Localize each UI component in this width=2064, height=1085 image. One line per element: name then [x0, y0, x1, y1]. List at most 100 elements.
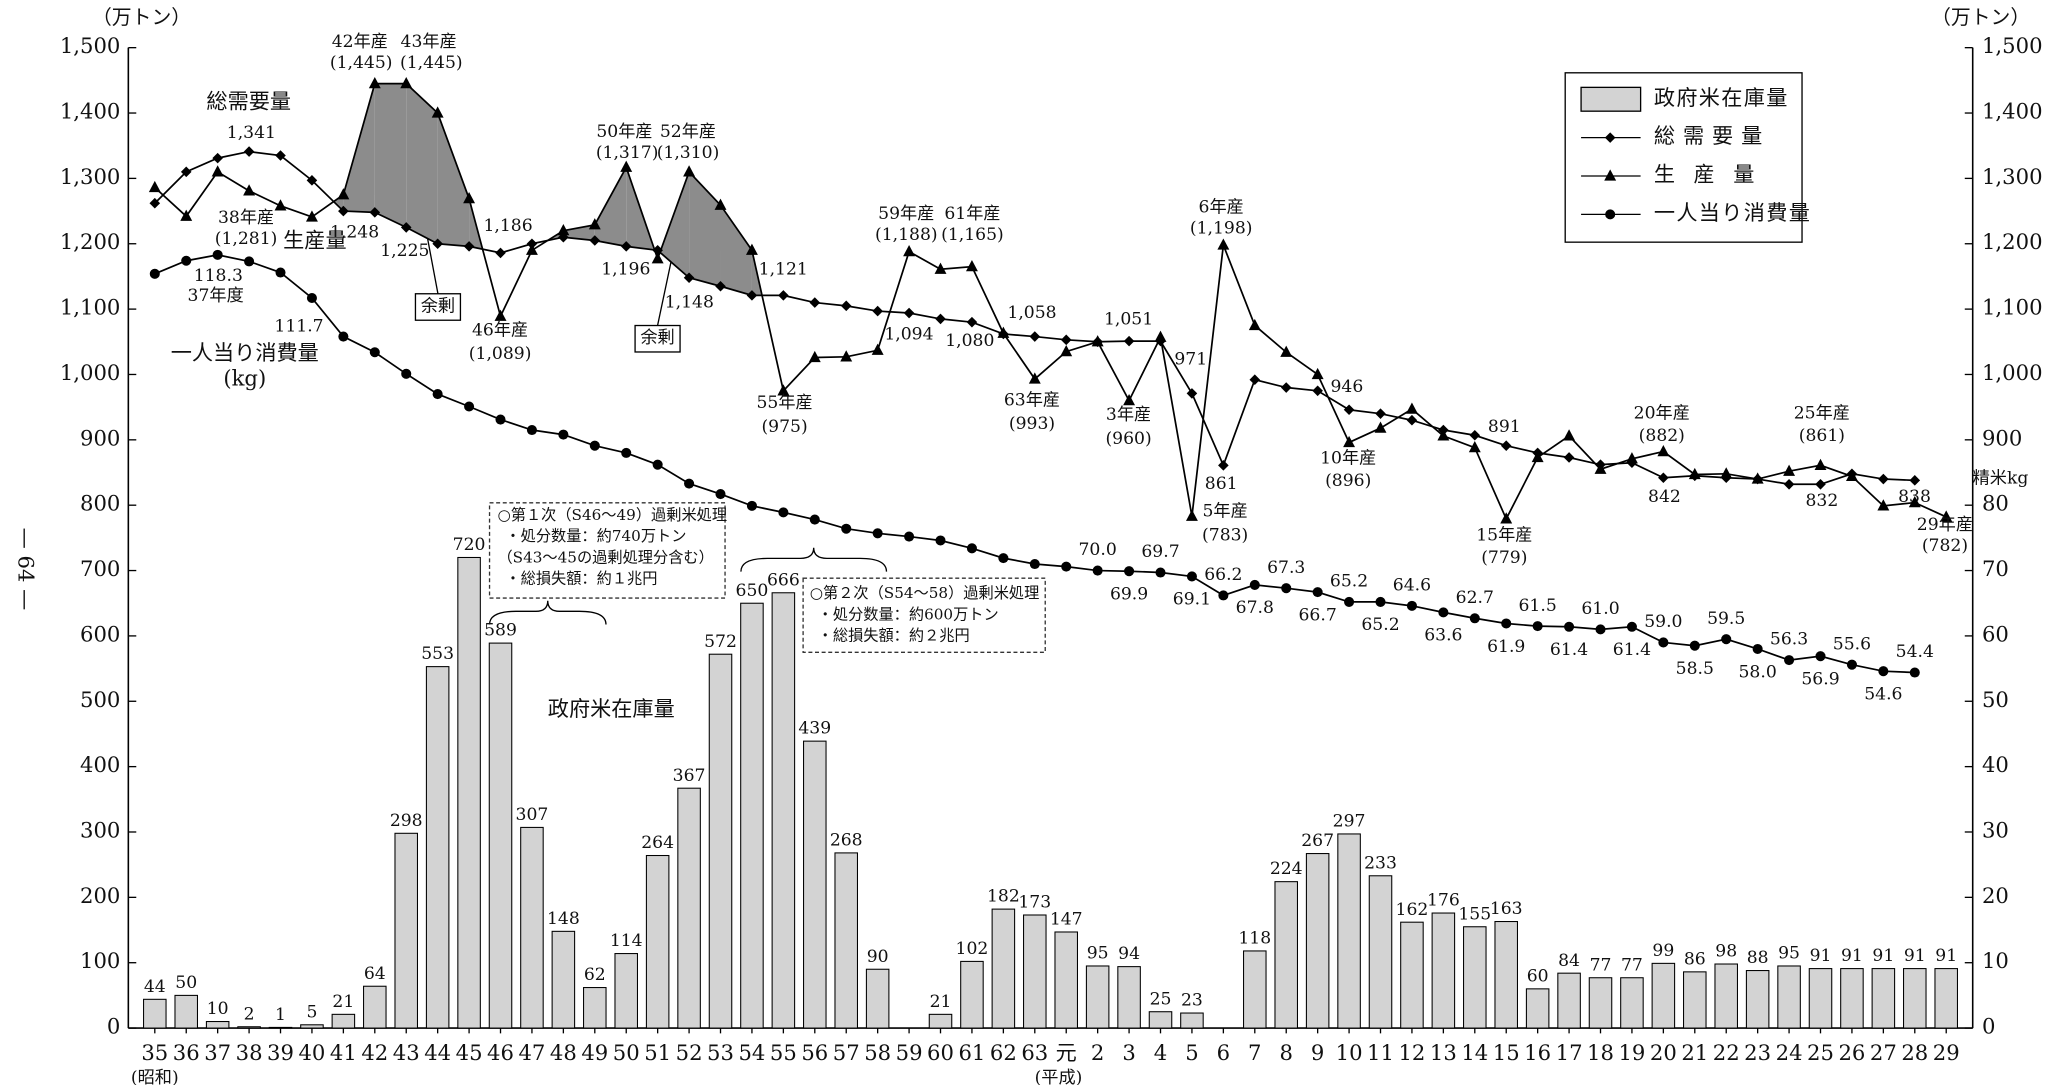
annotation: 55年産	[756, 393, 812, 413]
data-label: 1,196	[601, 259, 650, 279]
label-box	[414, 293, 462, 321]
x-tick-label: 21	[1681, 1040, 1708, 1065]
data-label: (882)	[1639, 426, 1685, 446]
data-label: 891	[1488, 417, 1521, 437]
data-label: 56.9	[1801, 669, 1839, 689]
y-tick-label: 700	[80, 556, 120, 581]
data-label: (1,281)	[215, 229, 278, 249]
marker	[1186, 388, 1198, 399]
marker	[243, 146, 255, 157]
annotation: (昭和)	[131, 1068, 179, 1085]
marker	[1185, 509, 1198, 521]
bar-value-label: 666	[767, 570, 800, 590]
bar-value-label: 99	[1652, 941, 1674, 961]
x-tick-label: 24	[1776, 1040, 1803, 1065]
bar-value-label: 23	[1181, 991, 1203, 1011]
marker	[1249, 374, 1261, 385]
bar-value-label: 118	[1238, 929, 1271, 949]
marker	[1783, 478, 1795, 490]
x-tick-label: 14	[1461, 1040, 1488, 1065]
marker	[872, 528, 883, 539]
x-tick-label: 22	[1713, 1040, 1740, 1065]
data-label: (1,089)	[469, 344, 532, 364]
x-tick-label: 56	[801, 1040, 828, 1065]
marker	[495, 247, 506, 259]
marker	[1878, 473, 1889, 485]
bar-value-label: 2	[244, 1004, 255, 1024]
x-tick-label: 12	[1398, 1040, 1425, 1065]
marker	[1877, 499, 1890, 511]
annotation: 52年産	[660, 122, 716, 142]
bar	[1274, 881, 1298, 1029]
annotation: 43年産	[401, 32, 457, 52]
bar	[928, 1013, 953, 1029]
x-tick-label: 52	[676, 1040, 703, 1065]
marker	[1060, 344, 1073, 357]
data-label: 1,341	[227, 123, 276, 143]
marker	[620, 160, 633, 172]
bracket	[488, 600, 607, 625]
marker	[149, 268, 160, 279]
marker	[809, 297, 821, 308]
annotation: 63年産	[1004, 390, 1060, 410]
annotation: （万トン）	[92, 6, 191, 29]
x-tick-label: 37	[204, 1040, 231, 1065]
marker	[526, 424, 537, 436]
data-label: 1,186	[483, 216, 532, 236]
data-label: (779)	[1481, 548, 1527, 568]
bar-value-label: 297	[1333, 812, 1366, 832]
data-label: 1,121	[759, 259, 808, 279]
data-label: 1,080	[945, 331, 994, 351]
data-label: 861	[1205, 474, 1238, 494]
bar	[300, 1024, 324, 1029]
marker	[684, 478, 695, 489]
x-tick-label: 59	[896, 1040, 923, 1065]
marker	[1437, 429, 1450, 441]
series-line	[154, 82, 1947, 521]
marker	[1312, 385, 1323, 397]
bar-value-label: 94	[1118, 944, 1140, 964]
x-tick-label: 23	[1744, 1040, 1771, 1065]
bar	[237, 1026, 261, 1029]
bar-value-label: 163	[1490, 899, 1523, 919]
x-tick-label: 16	[1524, 1040, 1551, 1065]
marker	[1721, 634, 1732, 645]
bar-value-label: 268	[830, 830, 863, 850]
data-label: 59.5	[1707, 609, 1745, 629]
bar	[143, 998, 167, 1029]
data-label: 55.6	[1833, 634, 1871, 654]
marker	[432, 389, 443, 400]
marker	[1563, 429, 1576, 441]
marker	[904, 531, 915, 542]
bar-value-label: 173	[1018, 893, 1051, 913]
marker	[181, 255, 192, 266]
marker	[903, 307, 915, 319]
marker	[840, 300, 852, 312]
data-label: (782)	[1922, 536, 1968, 556]
marker	[305, 210, 318, 222]
bar-value-label: 91	[1904, 946, 1926, 966]
bar-value-label: 720	[453, 535, 486, 555]
marker	[1909, 667, 1920, 678]
bar	[1148, 1011, 1173, 1029]
y2-tick-label: 10	[1982, 948, 2009, 973]
bar	[425, 666, 450, 1029]
x-tick-label: 40	[298, 1040, 325, 1065]
surplus-area	[563, 224, 595, 241]
annotation: 余剰	[421, 296, 455, 316]
marker	[745, 243, 758, 255]
bar-value-label: 176	[1427, 891, 1460, 911]
bar-value-label: 553	[421, 644, 454, 664]
x-tick-label: 10	[1336, 1040, 1363, 1065]
bar	[614, 953, 639, 1029]
marker	[1249, 579, 1260, 590]
x-tick-label: 6	[1217, 1040, 1230, 1065]
x-tick-label: 39	[267, 1040, 294, 1065]
marker	[1815, 478, 1826, 490]
marker	[1061, 561, 1072, 572]
x-tick-label: 42	[361, 1040, 388, 1065]
annotation: 25年産	[1794, 404, 1850, 424]
annotation: 37年度	[188, 286, 244, 306]
bar	[1745, 970, 1770, 1029]
x-tick-label: 35	[141, 1040, 168, 1065]
